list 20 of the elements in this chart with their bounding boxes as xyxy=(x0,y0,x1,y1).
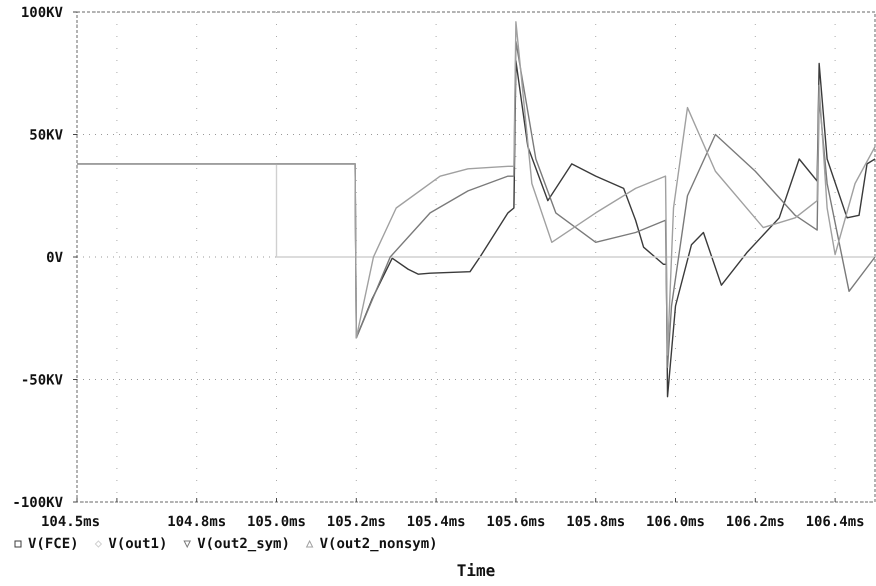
legend-label: V(out1) xyxy=(108,536,168,552)
x-tick-label: 105.0ms xyxy=(246,514,306,530)
legend-label: V(FCE) xyxy=(28,536,79,552)
x-tick-label: 105.2ms xyxy=(326,514,386,530)
x-tick-label: 106.0ms xyxy=(646,514,706,530)
x-tick-label: 105.4ms xyxy=(406,514,466,530)
y-tick-label: 0V xyxy=(46,250,64,266)
x-tick-label: 105.8ms xyxy=(566,514,626,530)
x-tick-label: 106.2ms xyxy=(726,514,785,530)
y-tick-label: 50KV xyxy=(29,128,64,144)
x-tick-label: 104.8ms xyxy=(167,514,226,530)
y-tick-label: -100KV xyxy=(12,495,64,511)
y-tick-label: 100KV xyxy=(20,5,64,21)
y-tick-label: -50KV xyxy=(20,372,64,388)
legend-label: V(out2_nonsym) xyxy=(320,536,438,552)
x-tick-label: 104.5ms xyxy=(41,514,100,530)
x-axis-title: Time xyxy=(456,561,496,580)
x-tick-label: 105.6ms xyxy=(486,514,546,530)
x-tick-label: 106.4ms xyxy=(806,514,865,530)
legend-label: V(out2_sym) xyxy=(197,536,290,552)
